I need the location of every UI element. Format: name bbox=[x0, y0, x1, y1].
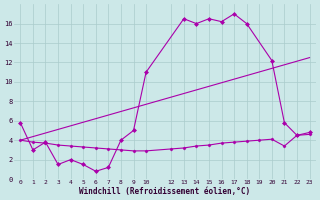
X-axis label: Windchill (Refroidissement éolien,°C): Windchill (Refroidissement éolien,°C) bbox=[79, 187, 251, 196]
